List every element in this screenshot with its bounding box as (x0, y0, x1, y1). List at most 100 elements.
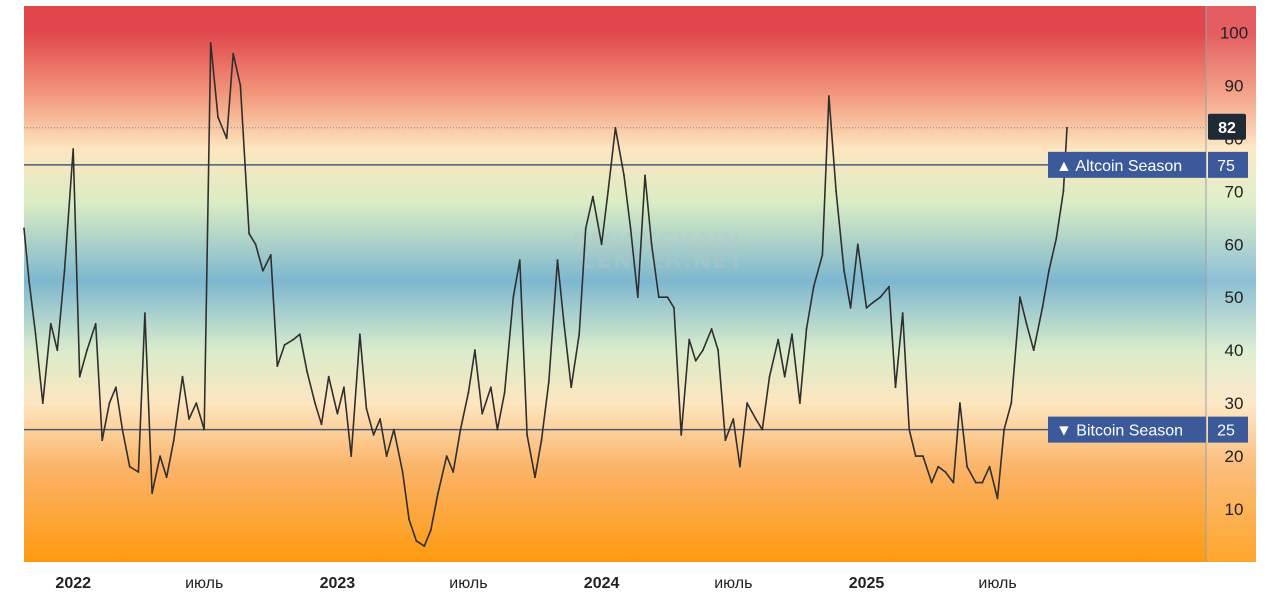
series-point-10 (94, 322, 97, 325)
series-point-83 (629, 227, 632, 230)
series-point-7 (72, 148, 75, 150)
series-point-135 (1010, 402, 1013, 405)
series-point-27 (217, 116, 219, 119)
series-point-56 (429, 529, 432, 532)
series-point-35 (276, 365, 279, 367)
series-point-77 (584, 227, 587, 230)
series-point-57 (437, 492, 439, 495)
series-point-63 (481, 412, 484, 415)
series-point-134 (1003, 428, 1005, 431)
series-point-9 (86, 349, 88, 352)
series-point-132 (988, 465, 991, 468)
series-point-108 (812, 285, 815, 288)
series-point-21 (172, 439, 175, 442)
series-point-103 (777, 338, 780, 341)
series-point-105 (791, 333, 793, 336)
series-point-68 (518, 259, 521, 262)
series-point-8 (78, 375, 81, 378)
series-point-84 (636, 296, 639, 299)
series-point-40 (314, 402, 316, 405)
series-point-121 (908, 428, 911, 431)
series-point-52 (401, 471, 404, 473)
y-tick-label-100: 100 (1220, 23, 1248, 42)
series-point-47 (365, 407, 368, 410)
y-tick-label-20: 20 (1225, 447, 1244, 466)
series-point-23 (188, 418, 190, 420)
series-point-137 (1025, 322, 1028, 325)
series-point-74 (563, 322, 565, 325)
series-point-97 (732, 418, 735, 420)
series-point-64 (489, 386, 492, 389)
series-point-114 (856, 243, 859, 246)
series-point-125 (937, 465, 940, 468)
x-tick-label-2: 2023 (320, 575, 356, 592)
series-point-4 (49, 322, 52, 325)
series-point-42 (327, 375, 330, 378)
series-point-101 (761, 428, 764, 431)
series-point-67 (512, 296, 515, 299)
series-point-5 (56, 349, 59, 352)
series-point-79 (600, 243, 603, 246)
y-tick-label-40: 40 (1225, 341, 1244, 360)
watermark: BLOCKCHAIN CENTER.NET (572, 229, 743, 274)
series-point-43 (336, 412, 339, 415)
x-tick-label-5: июль (714, 575, 752, 592)
series-point-32 (254, 243, 257, 246)
axis-strip-background (1206, 6, 1256, 562)
series-point-34 (269, 253, 272, 256)
series-point-45 (350, 455, 353, 457)
threshold-value-box-1 (1208, 416, 1248, 443)
series-point-39 (306, 370, 308, 373)
series-point-94 (710, 328, 713, 330)
series-point-37 (292, 338, 295, 341)
y-tick-label-30: 30 (1225, 394, 1244, 413)
series-point-73 (556, 259, 559, 262)
series-point-75 (570, 386, 573, 389)
series-point-51 (392, 428, 395, 431)
y-tick-label-10: 10 (1225, 500, 1244, 519)
axis-labels: ▲ Altcoin Season 75 ▼ Bitcoin Season 25 82 (1048, 113, 1248, 443)
series-point-113 (849, 306, 852, 309)
x-tick-label-0: 2022 (55, 575, 91, 592)
series-point-104 (783, 375, 786, 378)
threshold-label-text-1: ▼ Bitcoin Season (1056, 423, 1183, 440)
series-point-25 (203, 428, 206, 431)
series-line-altcoin-season-index (23, 42, 1068, 547)
series-point-117 (879, 296, 882, 299)
series-point-46 (358, 333, 361, 336)
series-point-91 (688, 338, 691, 341)
series-point-55 (423, 545, 426, 548)
series-point-33 (261, 269, 264, 272)
series-point-38 (298, 333, 301, 336)
series-point-48 (372, 434, 375, 436)
series-point-115 (865, 306, 868, 309)
series-point-120 (901, 312, 904, 315)
x-tick-label-3: июль (449, 575, 487, 592)
series-point-138 (1032, 349, 1035, 352)
series-point-28 (225, 137, 228, 140)
series-point-90 (680, 434, 683, 436)
series-point-58 (445, 455, 448, 457)
series-point-80 (607, 190, 610, 193)
series-points (23, 42, 1068, 548)
series-point-36 (283, 343, 286, 346)
series-point-24 (195, 402, 198, 405)
series-point-11 (101, 439, 104, 442)
threshold-label-box-0 (1048, 151, 1206, 178)
series-point-44 (343, 386, 345, 389)
series-point-96 (724, 439, 727, 442)
threshold-label-1: ▼ Bitcoin Season 25 (1048, 416, 1248, 443)
series-point-139 (1041, 306, 1044, 309)
series-point-31 (248, 232, 251, 235)
series-point-17 (143, 312, 146, 315)
series-point-116 (872, 301, 874, 304)
series-point-1 (28, 280, 30, 283)
series-point-99 (746, 402, 748, 405)
series-point-142 (1062, 190, 1065, 193)
series-point-66 (503, 391, 506, 394)
series-point-62 (474, 349, 476, 352)
series-point-54 (415, 539, 418, 542)
series-point-141 (1055, 238, 1058, 240)
series-point-87 (657, 296, 660, 299)
